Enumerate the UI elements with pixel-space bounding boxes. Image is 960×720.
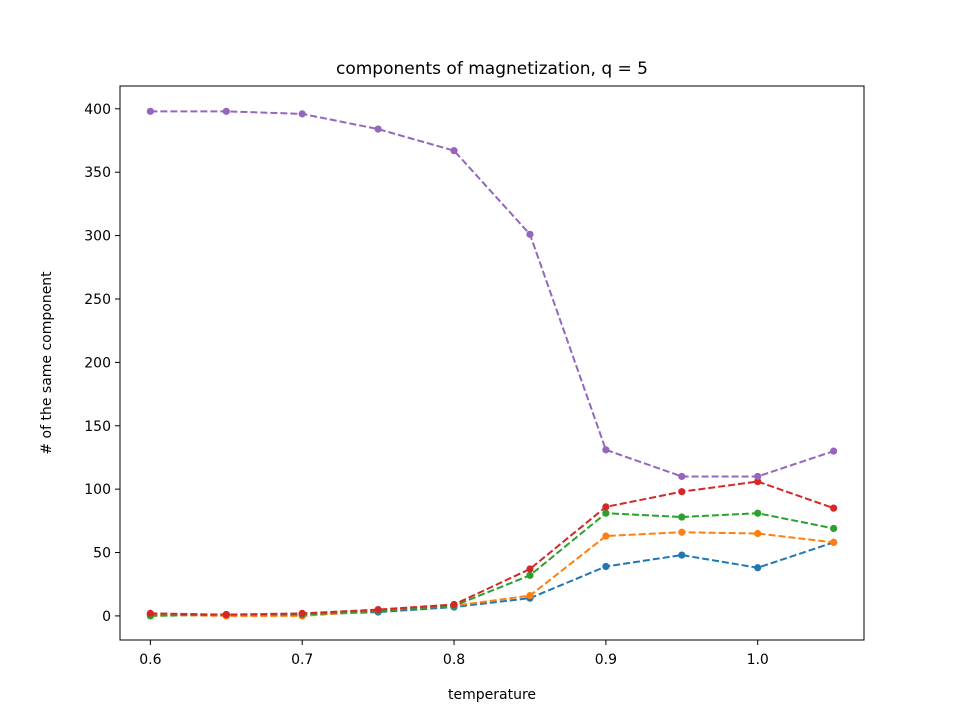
y-tick-label: 300: [84, 229, 111, 245]
series-line: [150, 480, 834, 616]
x-tick-label: 0.8: [443, 652, 465, 668]
data-point: [830, 447, 838, 455]
data-point: [678, 528, 686, 536]
data-point: [222, 107, 230, 115]
data-point: [754, 509, 762, 517]
x-tick-label: 0.7: [291, 652, 313, 668]
data-point: [678, 513, 686, 521]
data-point: [754, 529, 762, 538]
data-point: [602, 562, 610, 571]
y-axis-label: # of the same component: [39, 271, 55, 455]
data-point: [526, 592, 534, 600]
y-tick-label: 200: [84, 355, 111, 371]
data-point: [602, 503, 610, 511]
series-4: [146, 477, 838, 619]
data-point: [298, 110, 306, 118]
x-tick-label: 1.0: [747, 652, 769, 668]
y-tick-label: 50: [93, 546, 111, 562]
y-tick-label: 150: [84, 419, 111, 435]
data-point: [374, 605, 382, 614]
y-tick-label: 100: [84, 482, 111, 498]
data-point: [222, 611, 230, 619]
data-point: [754, 472, 762, 481]
data-point: [450, 147, 458, 155]
data-point: [830, 504, 838, 512]
y-tick-label: 0: [102, 609, 111, 625]
data-point: [450, 600, 458, 609]
x-tick-label: 0.6: [139, 652, 161, 668]
y-tick-label: 400: [84, 102, 111, 118]
data-point: [602, 446, 610, 454]
x-tick-label: 0.9: [595, 652, 617, 668]
x-axis-label: temperature: [448, 687, 536, 703]
data-point: [830, 524, 838, 533]
y-tick-label: 350: [84, 165, 111, 181]
series-layer: [146, 107, 838, 620]
plot-frame: [119, 85, 865, 641]
data-point: [678, 472, 686, 481]
data-point: [830, 538, 838, 546]
data-point: [678, 488, 686, 496]
y-axis-ticks: 0 50 100 150 200 250 300 350 400: [84, 102, 120, 625]
data-point: [146, 609, 154, 617]
chart-title: components of magnetization, q = 5: [336, 59, 648, 79]
data-point: [754, 564, 762, 572]
data-point: [146, 107, 154, 115]
data-point: [298, 609, 306, 617]
data-point: [602, 509, 610, 517]
series-line: [150, 110, 834, 478]
series-line: [150, 531, 834, 617]
data-point: [526, 230, 534, 238]
series-5: [146, 107, 838, 481]
x-axis-ticks: 0.6 0.7 0.8 0.9 1.0: [139, 640, 769, 668]
data-point: [754, 477, 762, 486]
data-point: [602, 532, 610, 540]
y-tick-label: 250: [84, 292, 111, 308]
data-point: [678, 551, 686, 559]
data-point: [526, 565, 534, 573]
data-point: [526, 571, 534, 579]
data-point: [374, 125, 382, 133]
